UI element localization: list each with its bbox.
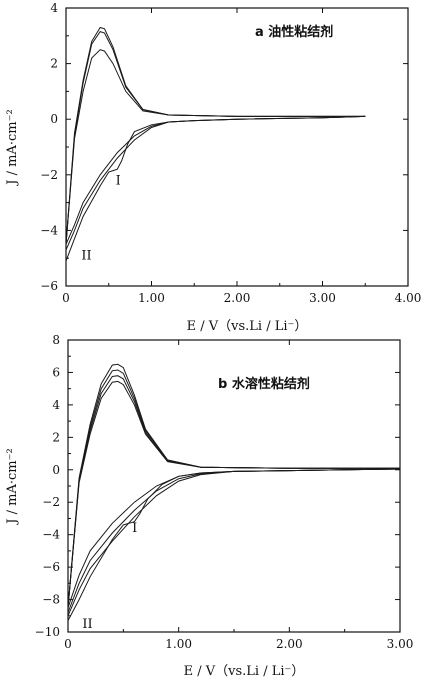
y-axis-label: J / mA·cm⁻²	[5, 448, 20, 525]
x-tick-label: 2.00	[224, 291, 251, 305]
cv-curve-2	[65, 31, 366, 245]
x-tick-label: 4.00	[395, 291, 421, 305]
y-tick-label: −4	[42, 528, 60, 542]
y-tick-label: −2	[40, 168, 58, 182]
panel-title: b 水溶性粘结剂	[218, 376, 310, 392]
x-axis-label: E / V（vs.Li / Li⁻）	[184, 664, 305, 679]
x-tick-label: 2.00	[276, 637, 303, 651]
y-tick-label: −6	[42, 560, 60, 574]
cv-curve-2	[67, 369, 400, 608]
cv-curve-4	[67, 380, 400, 608]
y-tick-label: −10	[35, 625, 60, 639]
cv-curve-1	[67, 363, 400, 608]
cv-curve-6	[65, 115, 366, 262]
curve-annotation: I	[116, 173, 121, 188]
cv-curve-7	[67, 468, 401, 616]
y-tick-label: 4	[50, 1, 58, 15]
curve-annotation: II	[81, 248, 91, 263]
x-tick-label: 3.00	[309, 291, 336, 305]
y-tick-label: 2	[52, 430, 60, 444]
y-tick-label: −8	[42, 593, 60, 607]
cv-curve-3	[65, 49, 366, 245]
y-tick-label: 0	[50, 112, 58, 126]
x-axis-label: E / V（vs.Li / Li⁻）	[187, 319, 308, 334]
panel-b: 0 1.00 2.00 3.00 −10 −8 −6 −4 −2 0 2 4 6 8 b 水溶性粘结剂 E /…	[5, 333, 413, 679]
y-tick-label: −4	[40, 223, 58, 237]
x-tick-label: 0	[64, 637, 72, 651]
cv-curve-5	[67, 468, 401, 608]
curve-annotation: I	[132, 521, 137, 536]
plot-frame	[65, 7, 409, 287]
curve-annotation: II	[82, 617, 92, 632]
y-tick-label: 4	[52, 398, 60, 412]
x-tick-label: 3.00	[387, 637, 414, 651]
y-tick-label: 8	[52, 333, 60, 347]
x-tick-label: 1.00	[165, 637, 192, 651]
cv-curve-4	[65, 115, 366, 245]
cv-curve-6	[67, 468, 401, 613]
cv-curve-3	[67, 375, 400, 608]
y-tick-label: 6	[52, 365, 60, 379]
y-axis-label: J / mA·cm⁻²	[5, 109, 20, 186]
y-tick-label: 0	[52, 463, 60, 477]
cv-curve-5	[65, 115, 366, 251]
x-tick-label: 0	[62, 291, 70, 305]
y-tick-label: 2	[50, 57, 58, 71]
x-tick-label: 1.00	[138, 291, 165, 305]
panel-title: a 油性粘结剂	[255, 24, 333, 40]
y-tick-label: −6	[40, 279, 58, 293]
panel-a: 0 1.00 2.00 3.00 4.00 −6 −4 −2 0 2 4 a 油性粘结剂 E / V（v…	[5, 1, 421, 334]
cv-curve-8	[67, 468, 401, 621]
y-tick-label: −2	[42, 495, 60, 509]
